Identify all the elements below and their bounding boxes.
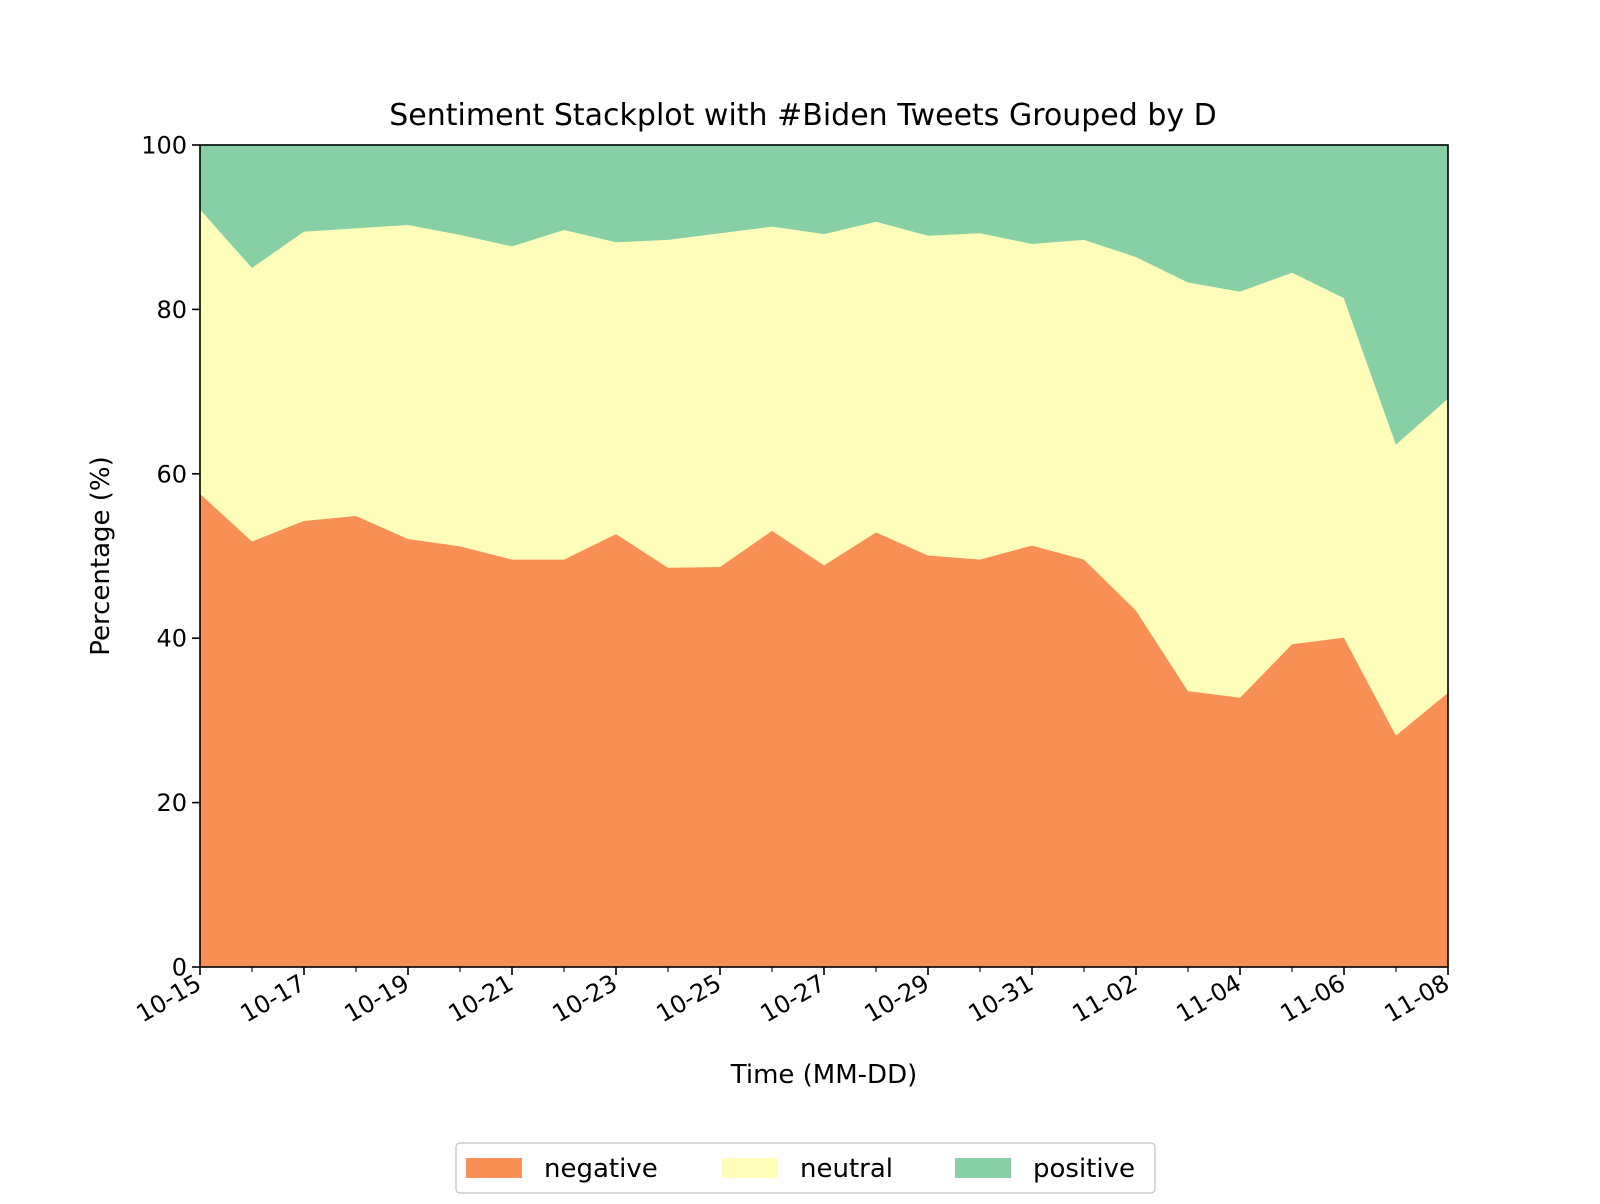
x-tick-label: 10-15 <box>132 969 206 1028</box>
y-axis: 0 20 40 60 80 100 <box>141 132 200 982</box>
x-tick-label: 11-02 <box>1068 969 1142 1028</box>
areas-layer <box>199 144 1449 968</box>
y-tick-label: 40 <box>156 625 187 653</box>
legend-swatch-positive <box>955 1158 1011 1178</box>
x-tick-label: 11-08 <box>1380 969 1454 1028</box>
y-tick-label: 100 <box>141 132 187 160</box>
y-tick-label: 80 <box>156 296 187 324</box>
y-tick-label: 60 <box>156 460 187 488</box>
y-tick-label: 20 <box>156 789 187 817</box>
x-tick-label: 11-04 <box>1172 969 1246 1028</box>
x-tick-label: 11-06 <box>1276 969 1350 1028</box>
x-tick-label: 10-21 <box>444 969 518 1028</box>
legend-swatch-negative <box>466 1158 522 1178</box>
chart-title: Sentiment Stackplot with #Biden Tweets G… <box>389 98 1217 133</box>
legend-frame <box>455 1142 1156 1194</box>
x-tick-label: 10-17 <box>236 969 310 1028</box>
legend-label-neutral: neutral <box>800 1154 893 1184</box>
x-tick-label: 10-25 <box>652 969 726 1028</box>
y-axis-title: Percentage (%) <box>86 456 116 656</box>
y-tick-label: 0 <box>172 954 187 982</box>
x-tick-label: 10-31 <box>964 969 1038 1028</box>
legend-swatch-neutral <box>722 1158 778 1178</box>
legend-items: negative neutral positive <box>466 1154 1135 1184</box>
x-axis: 10-15 10-17 10-19 10-21 10-23 10-25 10-27 10-29… <box>132 967 1454 1028</box>
x-tick-label: 10-23 <box>548 969 622 1028</box>
x-tick-label: 10-19 <box>340 969 414 1028</box>
x-axis-title: Time (MM-DD) <box>730 1060 917 1090</box>
legend-label-positive: positive <box>1033 1154 1135 1184</box>
x-tick-label: 10-27 <box>756 969 830 1028</box>
x-tick-label: 10-29 <box>860 969 934 1028</box>
legend: negative neutral positive <box>455 1142 1156 1194</box>
legend-label-negative: negative <box>544 1154 658 1184</box>
